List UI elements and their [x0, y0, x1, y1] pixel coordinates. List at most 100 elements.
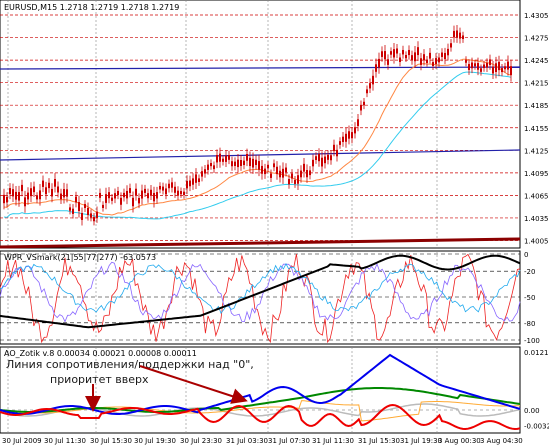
- main-price-panel[interactable]: EURUSD,M15 1.2718 1.2719 1.2718 1.2719 1…: [0, 0, 549, 249]
- candle-body: [303, 163, 305, 172]
- candle-body: [225, 155, 227, 162]
- candle-body: [27, 192, 29, 200]
- candle-body: [489, 59, 491, 66]
- candle-body: [162, 186, 164, 191]
- candle-body: [300, 170, 302, 178]
- candle-body: [249, 157, 251, 167]
- candle-body: [192, 178, 194, 185]
- candle-body: [432, 62, 434, 66]
- ao-panel[interactable]: AO_Zotik v.8 0.00034 0.00021 0.00008 0.0…: [0, 346, 549, 434]
- candle-body: [264, 168, 266, 175]
- candle-body: [483, 64, 485, 69]
- candle-body: [51, 188, 53, 197]
- candle-body: [405, 54, 407, 59]
- price-tick-label: 1.4185: [524, 102, 549, 110]
- candle-body: [6, 196, 8, 203]
- ao-tick-label: 0.01217: [524, 349, 549, 357]
- candle-body: [198, 178, 200, 182]
- candle-body: [171, 182, 173, 188]
- candle-body: [126, 190, 128, 199]
- candle-body: [213, 165, 215, 170]
- candle-body: [99, 192, 101, 198]
- wpr-panel[interactable]: WPR_VSmark(21|55|77|277) -63.0573 0 -20 -5…: [0, 250, 540, 345]
- wpr-tick-label: 0: [524, 251, 528, 259]
- wpr-panel-frame: [0, 250, 521, 345]
- time-tick-label: 30 Jul 15:30: [90, 437, 132, 445]
- candle-body: [165, 188, 167, 195]
- candle-body: [45, 187, 47, 195]
- candle-body: [57, 186, 59, 193]
- candle-body: [177, 190, 179, 196]
- candle-body: [450, 43, 452, 48]
- candle-body: [378, 58, 380, 68]
- candle-body: [132, 197, 134, 207]
- wpr-mid-line: [0, 261, 521, 323]
- wpr-grid: [0, 251, 520, 344]
- candle-body: [279, 170, 281, 178]
- candle-body: [123, 192, 125, 198]
- candle-body: [501, 68, 503, 73]
- wpr-axis: 0 -20 -50 -80 -100: [524, 251, 540, 345]
- candle-body: [15, 191, 17, 200]
- price-tick-label: 1.4245: [524, 57, 549, 65]
- candle-body: [141, 190, 143, 199]
- time-tick-label: 3 Aug 00:30: [438, 437, 481, 445]
- candle-body: [291, 173, 293, 179]
- candle-body: [381, 51, 383, 57]
- time-tick-label: 31 Jul 15:30: [358, 437, 400, 445]
- candle-body: [222, 158, 224, 162]
- candle-body: [84, 204, 86, 208]
- candle-body: [465, 59, 467, 63]
- candle-body: [387, 59, 389, 65]
- candle-body: [498, 61, 500, 71]
- candle-body: [18, 192, 20, 201]
- candle-body: [348, 131, 350, 139]
- annotation-arrows: [85, 365, 248, 412]
- candle-body: [234, 161, 236, 167]
- candle-body: [438, 57, 440, 63]
- candle-body: [102, 204, 104, 209]
- candle-body: [276, 166, 278, 175]
- candle-body: [486, 62, 488, 68]
- candle-body: [75, 196, 77, 203]
- candle-body: [282, 168, 284, 178]
- candle-body: [339, 141, 341, 145]
- time-tick-label: 31 Jul 19:30: [400, 437, 442, 445]
- ao-red-line: [0, 403, 521, 431]
- candle-body: [474, 63, 476, 67]
- candle-body: [219, 153, 221, 162]
- candle-body: [3, 194, 5, 204]
- candle-body: [312, 159, 314, 167]
- candle-body: [42, 180, 44, 187]
- candle-body: [345, 133, 347, 142]
- candle-body: [285, 167, 287, 173]
- time-tick-label: 30 Jul 11:30: [44, 437, 86, 445]
- candle-body: [270, 173, 272, 178]
- thick-support-line: [0, 237, 521, 249]
- annotation-line-1: Линия сопротивления/поддержки над "0",: [6, 358, 254, 371]
- candle-body: [429, 52, 431, 59]
- candle-body: [351, 132, 353, 139]
- candle-body: [147, 193, 149, 199]
- candle-body: [120, 197, 122, 205]
- candle-body: [321, 157, 323, 167]
- candle-body: [216, 155, 218, 163]
- wpr-panel-header: WPR_VSmark(21|55|77|277) -63.0573: [4, 253, 156, 262]
- candle-body: [363, 101, 365, 106]
- candle-body: [60, 193, 62, 200]
- price-tick-label: 1.4035: [524, 215, 549, 223]
- candle-body: [459, 32, 461, 39]
- candle-body: [87, 207, 89, 216]
- candle-body: [495, 63, 497, 73]
- candle-body: [480, 68, 482, 72]
- candle-body: [477, 63, 479, 70]
- candle-body: [414, 52, 416, 62]
- candle-body: [78, 202, 80, 211]
- ao-panel-header: AO_Zotik v.8 0.00034 0.00021 0.00008 0.0…: [4, 349, 197, 358]
- time-tick-label: 30 Jul 23:30: [180, 437, 222, 445]
- candle-body: [69, 207, 71, 211]
- candle-body: [390, 51, 392, 55]
- candle-body: [180, 191, 182, 195]
- candle-body: [33, 186, 35, 193]
